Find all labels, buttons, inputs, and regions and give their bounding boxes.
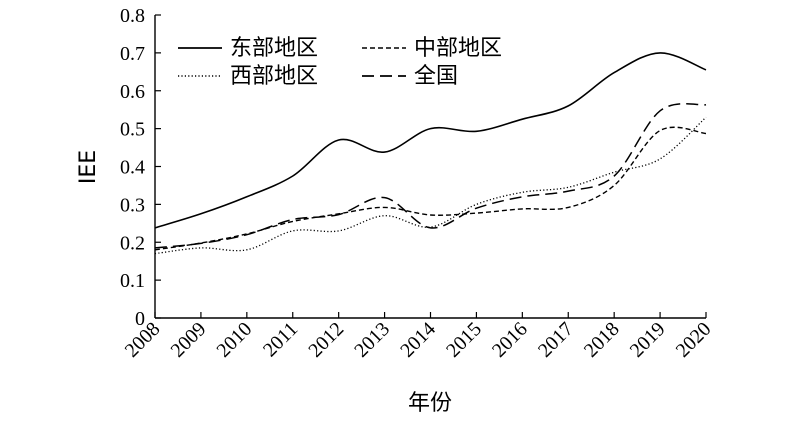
x-tick-label: 2019: [626, 318, 670, 362]
y-tick-label: 0.4: [120, 157, 145, 179]
x-tick-label: 2016: [488, 318, 532, 362]
y-tick-label: 0.8: [120, 5, 145, 27]
x-axis-ticks: 2008 2009 2010 2011 2012 2013 2014 2015 2016 2017…: [121, 312, 716, 362]
series-line-2: [154, 126, 707, 251]
x-axis-label: 年份: [408, 391, 452, 416]
y-tick-label: 0.1: [120, 270, 145, 292]
x-tick-label: 2009: [167, 318, 211, 362]
x-tick-label: 2015: [442, 318, 486, 362]
x-tick-label: 2008: [121, 318, 165, 362]
legend-label: 西部地区: [230, 64, 318, 89]
x-tick-label: 2017: [534, 318, 578, 362]
x-tick-label: 2013: [350, 318, 394, 362]
y-tick-label: 0.2: [120, 232, 145, 254]
y-tick-label: 0.3: [120, 194, 145, 216]
series-line-4: [154, 103, 707, 249]
series-lines: [154, 52, 707, 255]
y-tick-label: 0.7: [120, 43, 145, 65]
x-tick-label: 2012: [304, 318, 348, 362]
x-tick-label: 2014: [396, 318, 440, 362]
y-axis-ticks: 0 0.1 0.2 0.3 0.4 0.5 0.6 0.7 0.8: [120, 5, 161, 330]
series-line-1: [154, 52, 707, 229]
legend-label: 全国: [414, 64, 458, 89]
series-line-3: [154, 116, 707, 255]
y-axis-label: IEE: [76, 150, 101, 184]
x-tick-label: 2011: [259, 318, 302, 361]
y-tick-label: 0.5: [120, 119, 145, 141]
x-tick-label: 2018: [580, 318, 624, 362]
legend-label: 中部地区: [414, 36, 502, 61]
x-tick-label: 2010: [213, 318, 257, 362]
legend-label: 东部地区: [230, 36, 318, 61]
y-tick-label: 0.6: [120, 81, 145, 103]
y-tick-label: 0: [135, 308, 145, 330]
x-tick-label: 2020: [672, 318, 716, 362]
